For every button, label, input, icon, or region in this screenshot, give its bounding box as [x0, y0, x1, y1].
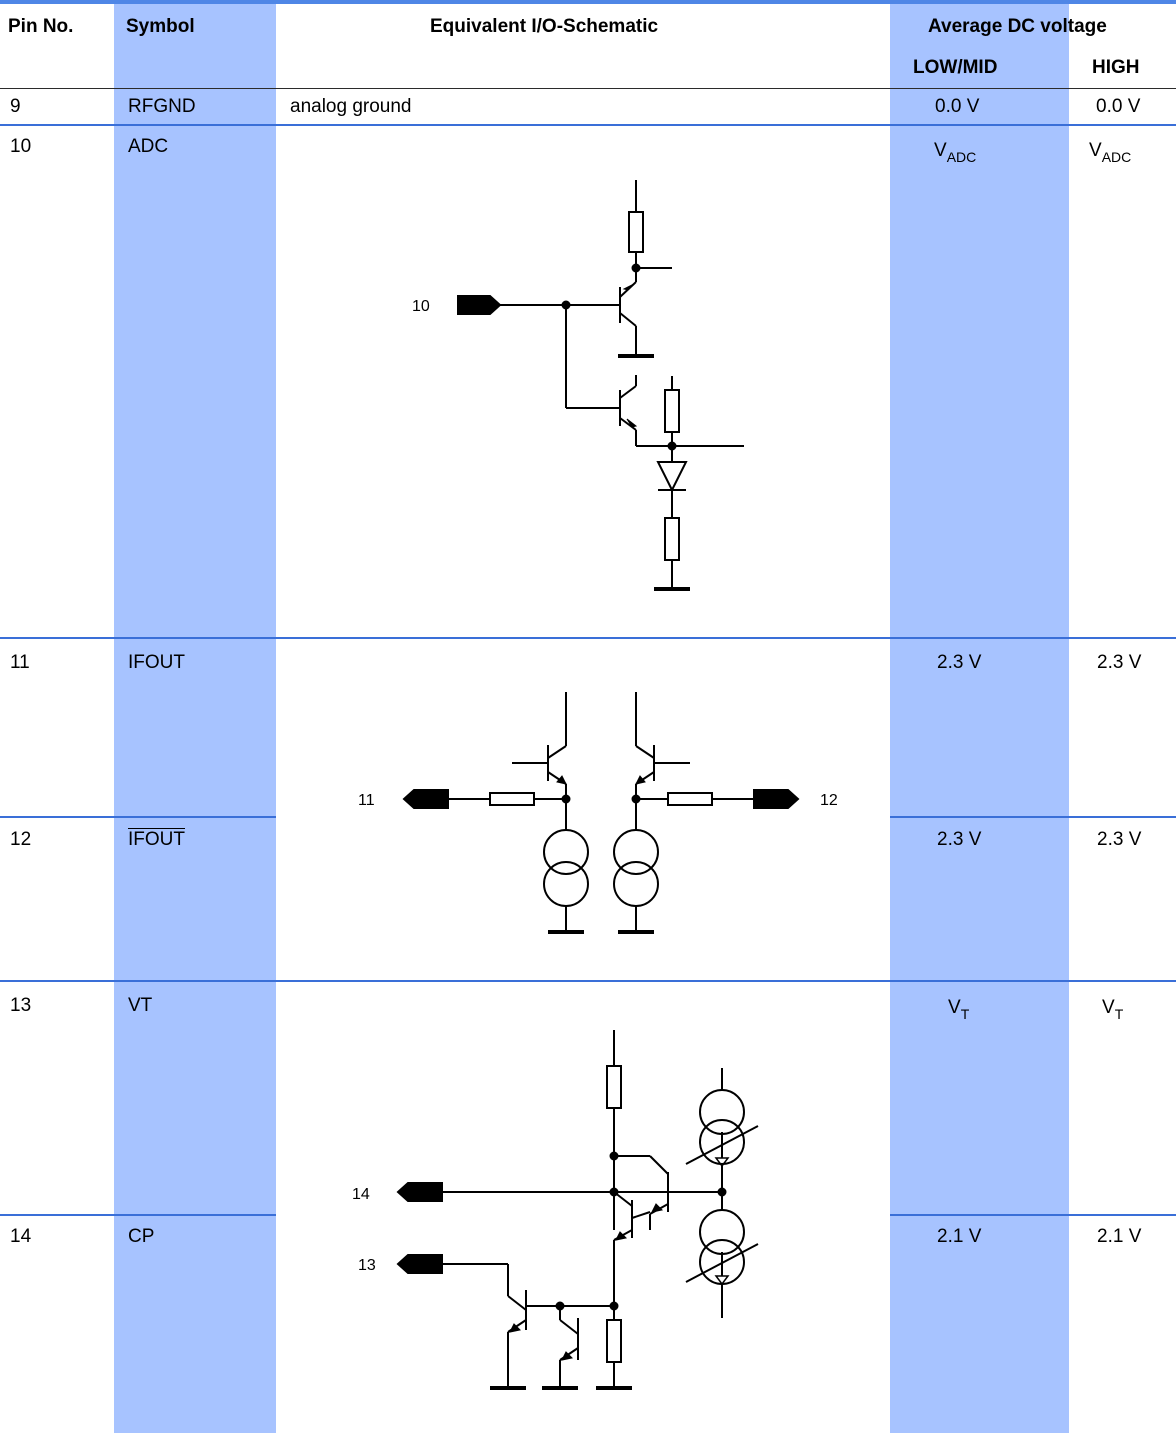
vt-cp-schematic: 14 13	[352, 1030, 759, 1390]
ifout-bar-high: 2.3 V	[1097, 829, 1142, 850]
row-divider-partial	[890, 816, 1176, 818]
schematic-text-rfgnd: analog ground	[290, 96, 412, 117]
symbol-ifout-bar: IFOUT	[128, 829, 185, 850]
adc-pin-terminal	[457, 295, 502, 315]
pin-12: 12	[10, 829, 32, 850]
voltage-symbol: V	[948, 997, 961, 1018]
symbol-rfgnd: RFGND	[128, 96, 196, 117]
pin-10: 10	[10, 136, 32, 157]
header-pin-no: Pin No.	[8, 16, 74, 37]
ifout-bar-low-mid: 2.3 V	[937, 829, 982, 850]
header-average-dc: Average DC voltage	[928, 16, 1107, 37]
symbol-column-shading	[114, 4, 276, 1433]
adc-schematic: 10	[412, 180, 744, 591]
symbol-cp: CP	[128, 1226, 155, 1247]
pin-11: 11	[10, 652, 30, 673]
pin-14: 14	[10, 1226, 32, 1247]
adc-low-mid: VADC	[934, 140, 976, 165]
row-divider	[0, 637, 1176, 639]
lowmid-column-shading	[890, 4, 1069, 1433]
symbol-adc: ADC	[128, 136, 169, 157]
pin-13: 13	[10, 995, 32, 1016]
voltage-subscript: ADC	[1101, 149, 1132, 165]
voltage-symbol: V	[1089, 140, 1102, 161]
voltage-symbol: V	[1102, 997, 1115, 1018]
ifout-low-mid: 2.3 V	[937, 652, 982, 673]
symbol-vt: VT	[128, 995, 153, 1016]
ifout-right-terminal	[753, 789, 800, 809]
row-divider-partial	[0, 816, 276, 818]
ifout-right-pin-label: 12	[820, 792, 838, 809]
symbol-ifout: IFOUT	[128, 652, 185, 673]
vt-high: VT	[1102, 997, 1123, 1022]
row-divider-partial	[0, 1214, 276, 1216]
vt-pin-terminal	[396, 1254, 443, 1274]
adc-pin-label: 10	[412, 298, 430, 315]
cp-pin-label: 14	[352, 1186, 370, 1203]
cp-pin-terminal	[396, 1182, 443, 1202]
header-low-mid: LOW/MID	[913, 57, 998, 78]
rfgnd-high: 0.0 V	[1096, 96, 1141, 117]
voltage-subscript: ADC	[946, 149, 977, 165]
row-divider	[0, 980, 1176, 982]
ifout-left-pin-label: 11	[358, 792, 375, 809]
voltage-symbol: V	[934, 140, 947, 161]
row-divider-partial	[890, 1214, 1176, 1216]
pin-9: 9	[10, 96, 21, 117]
header-symbol: Symbol	[126, 16, 195, 37]
voltage-subscript: T	[960, 1006, 970, 1022]
voltage-subscript: T	[1114, 1006, 1124, 1022]
ifout-left-terminal	[402, 789, 449, 809]
rfgnd-low-mid: 0.0 V	[935, 96, 980, 117]
vt-pin-label: 13	[358, 1257, 376, 1274]
ifout-high: 2.3 V	[1097, 652, 1142, 673]
row-divider	[0, 124, 1176, 126]
cp-high: 2.1 V	[1097, 1226, 1142, 1247]
adc-high: VADC	[1089, 140, 1131, 165]
cp-low-mid: 2.1 V	[937, 1226, 982, 1247]
table-top-border	[0, 0, 1176, 4]
ifout-schematic: 11 12	[358, 692, 838, 934]
header-divider	[0, 88, 1176, 89]
vt-low-mid: VT	[948, 997, 969, 1022]
header-schematic: Equivalent I/O-Schematic	[430, 16, 659, 37]
header-high: HIGH	[1092, 57, 1140, 78]
